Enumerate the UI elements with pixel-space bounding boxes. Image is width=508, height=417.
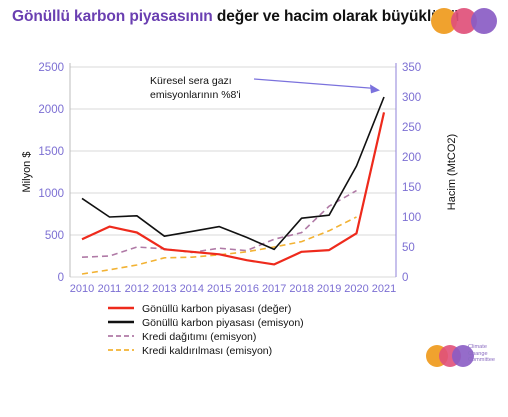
annotation-text-line: Küresel sera gazı [150, 75, 232, 87]
legend-label: Kredi dağıtımı (emisyon) [142, 331, 256, 343]
y-right-tick-label: 250 [402, 122, 421, 134]
x-tick-label: 2017 [262, 283, 286, 295]
series-line [81, 189, 357, 258]
climate-change-committee-logo-bottom [426, 345, 474, 367]
annotation-text-line: emisyonlarının %8'i [150, 89, 241, 101]
y-right-tick-label: 150 [402, 182, 421, 194]
y-right-tick-label: 200 [402, 152, 421, 164]
logo-circle-purple [471, 8, 497, 34]
y-left-tick-label: 1000 [38, 188, 64, 200]
y-right-tick-label: 300 [402, 92, 421, 104]
y-left-tick-label: 1500 [38, 146, 64, 158]
y-right-tick-label: 0 [402, 272, 408, 284]
series-line [81, 216, 357, 275]
x-tick-label: 2016 [234, 283, 258, 295]
x-tick-label: 2012 [125, 283, 149, 295]
legend-label: Kredi kaldırılması (emisyon) [142, 345, 272, 357]
logo-bottom-circle-purple [452, 345, 474, 367]
logo-text-line: Change [468, 350, 488, 357]
annotation-arrow-line [253, 78, 375, 89]
x-tick-label: 2020 [344, 283, 368, 295]
legend-label: Gönüllü karbon piyasası (emisyon) [142, 317, 304, 329]
y-left-tick-label: 2500 [38, 62, 64, 74]
x-tick-label: 2019 [317, 283, 341, 295]
y-left-tick-label: 0 [58, 272, 64, 284]
x-tick-label: 2021 [372, 283, 396, 295]
x-tick-label: 2014 [180, 283, 204, 295]
logo-text-line: Committee [468, 357, 496, 364]
y-right-tick-label: 50 [402, 242, 415, 254]
legend-label: Gönüllü karbon piyasası (değer) [142, 303, 291, 315]
y-left-tick-label: 500 [45, 230, 64, 242]
chart-title: Gönüllü karbon piyasasının değer ve haci… [12, 8, 459, 26]
x-tick-label: 2015 [207, 283, 231, 295]
y-right-tick-label: 350 [402, 62, 421, 74]
x-tick-label: 2013 [152, 283, 176, 295]
logo-text: Climate Change Committee [468, 344, 508, 364]
climate-change-committee-logo [431, 8, 497, 34]
series-line [81, 96, 385, 251]
logo-text-line: Climate [468, 344, 487, 350]
logo-circle-orange [431, 8, 457, 34]
y-left-tick-label: 2000 [38, 104, 64, 116]
y-right-tick-label: 100 [402, 212, 421, 224]
chart-title-highlight: Gönüllü karbon piyasasının [12, 8, 213, 25]
series-line [81, 112, 386, 266]
logo-circle-pink [451, 8, 477, 34]
y-axis-right-label: Hacim (MtCO2) [446, 134, 458, 210]
x-tick-label: 2011 [98, 283, 122, 295]
y-axis-left-label: Milyon $ [21, 152, 33, 193]
chart-title-rest: değer ve hacim olarak büyüklüğü [212, 8, 460, 25]
x-tick-label: 2018 [289, 283, 313, 295]
x-tick-label: 2010 [70, 283, 94, 295]
annotation-arrowhead [370, 84, 380, 94]
